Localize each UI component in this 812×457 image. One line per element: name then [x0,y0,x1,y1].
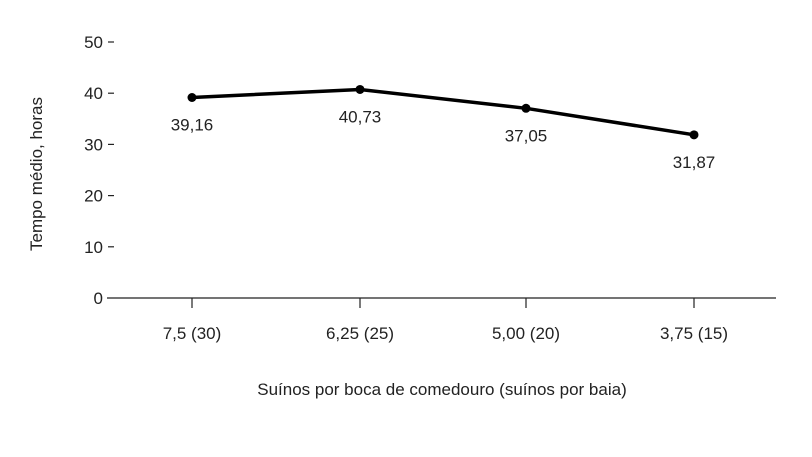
x-tick-label: 6,25 (25) [326,324,394,343]
data-point [187,93,197,103]
data-label: 31,87 [673,153,716,172]
y-tick-label: 20 [84,187,103,206]
y-axis-title: Tempo médio, horas [27,97,46,251]
y-tick-label: 10 [84,238,103,257]
x-tick-label: 7,5 (30) [163,324,222,343]
x-axis-title: Suínos por boca de comedouro (suínos por… [257,380,627,399]
x-tick-label: 5,00 (20) [492,324,560,343]
y-tick-label: 30 [84,135,103,154]
data-label: 40,73 [339,107,382,126]
y-tick-label: 50 [84,33,103,52]
y-axis: 0 10 20 30 40 50 [84,33,114,308]
y-tick-label: 0 [94,289,103,308]
data-point [355,84,365,94]
data-points [187,84,699,140]
x-tick-label: 3,75 (15) [660,324,728,343]
x-axis: 7,5 (30) 6,25 (25) 5,00 (20) 3,75 (15) [163,298,728,343]
data-labels: 39,16 40,73 37,05 31,87 [171,107,716,171]
y-tick-label: 40 [84,84,103,103]
series-line [191,87,695,137]
data-point [689,130,699,140]
data-label: 37,05 [505,126,548,145]
data-label: 39,16 [171,116,214,135]
data-point [521,103,531,113]
